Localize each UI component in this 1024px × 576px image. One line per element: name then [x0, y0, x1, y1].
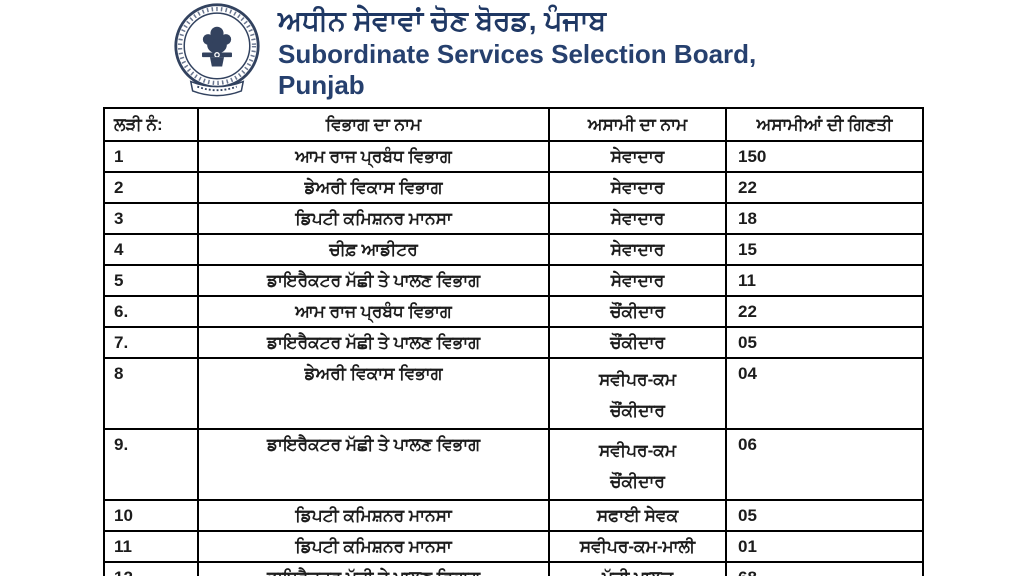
serial-cell: 11 — [103, 530, 199, 563]
post-cell: ਸੇਵਾਦਾਰ — [548, 202, 727, 235]
count-cell: 150 — [725, 140, 924, 173]
department-cell: ਡਾਇਰੈਕਟਰ ਮੱਛੀ ਤੇ ਪਾਲਣ ਵਿਭਾਗ — [197, 326, 550, 359]
department-cell: ਡਿਪਟੀ ਕਮਿਸ਼ਨਰ ਮਾਨਸਾ — [197, 530, 550, 563]
serial-cell: 9. — [103, 428, 199, 501]
department-cell: ਆਮ ਰਾਜ ਪ੍ਰਬੰਧ ਵਿਭਾਗ — [197, 295, 550, 328]
board-title-punjabi: ਅਧੀਨ ਸੇਵਾਵਾਂ ਚੋਣ ਬੋਰਡ, ਪੰਜਾਬ — [278, 5, 607, 36]
table-row: 1 ਆਮ ਰਾਜ ਪ੍ਰਬੰਧ ਵਿਭਾਗ ਸੇਵਾਦਾਰ 150 — [103, 140, 924, 173]
table-row: 6. ਆਮ ਰਾਜ ਪ੍ਰਬੰਧ ਵਿਭਾਗ ਚੌਂਕੀਦਾਰ 22 — [103, 295, 924, 328]
column-header-department: ਵਿਭਾਗ ਦਾ ਨਾਮ — [197, 107, 550, 142]
post-cell: ਸੇਵਾਦਾਰ — [548, 171, 727, 204]
serial-cell: 1 — [103, 140, 199, 173]
column-header-count: ਅਸਾਮੀਆਂ ਦੀ ਗਿਣਤੀ — [725, 107, 924, 142]
table-header-row: ਲੜੀ ਨੰ: ਵਿਭਾਗ ਦਾ ਨਾਮ ਅਸਾਮੀ ਦਾ ਨਾਮ ਅਸਾਮੀਆ… — [103, 107, 924, 142]
count-cell: 05 — [725, 499, 924, 532]
department-cell: ਚੀਫ਼ ਆਡੀਟਰ — [197, 233, 550, 266]
post-cell: ਮੱਛੀ ਪਾਲਕ — [548, 561, 727, 576]
table-row: 9. ਡਾਇਰੈਕਟਰ ਮੱਛੀ ਤੇ ਪਾਲਣ ਵਿਭਾਗ ਸਵੀਪਰ-ਕਮ … — [103, 428, 924, 501]
department-cell: ਆਮ ਰਾਜ ਪ੍ਰਬੰਧ ਵਿਭਾਗ — [197, 140, 550, 173]
post-cell: ਸਵੀਪਰ-ਕਮ-ਮਾਲੀ — [548, 530, 727, 563]
count-cell: 11 — [725, 264, 924, 297]
count-cell: 04 — [725, 357, 924, 430]
department-cell: ਡਿਪਟੀ ਕਮਿਸ਼ਨਰ ਮਾਨਸਾ — [197, 499, 550, 532]
post-cell: ਸਫਾਈ ਸੇਵਕ — [548, 499, 727, 532]
table-row: 5 ਡਾਇਰੈਕਟਰ ਮੱਛੀ ਤੇ ਪਾਲਣ ਵਿਭਾਗ ਸੇਵਾਦਾਰ 11 — [103, 264, 924, 297]
post-cell: ਚੌਂਕੀਦਾਰ — [548, 295, 727, 328]
post-cell: ਚੌਂਕੀਦਾਰ — [548, 326, 727, 359]
count-cell: 05 — [725, 326, 924, 359]
serial-cell: 8 — [103, 357, 199, 430]
department-cell: ਡਾਇਰੈਕਟਰ ਮੱਛੀ ਤੇ ਪਾਲਣ ਵਿਭਾਗ — [197, 428, 550, 501]
count-cell: 22 — [725, 295, 924, 328]
table-row: 2 ਡੇਅਰੀ ਵਿਕਾਸ ਵਿਭਾਗ ਸੇਵਾਦਾਰ 22 — [103, 171, 924, 204]
serial-cell: 4 — [103, 233, 199, 266]
table-row: 12 ਡਾਇਰੈਕਟਰ ਮੱਛੀ ਤੇ ਪਾਲਣ ਵਿਭਾਗ ਮੱਛੀ ਪਾਲਕ… — [103, 561, 924, 576]
column-header-serial: ਲੜੀ ਨੰ: — [103, 107, 199, 142]
post-cell: ਸੇਵਾਦਾਰ — [548, 140, 727, 173]
department-cell: ਡਾਇਰੈਕਟਰ ਮੱਛੀ ਤੇ ਪਾਲਣ ਵਿਭਾਗ — [197, 264, 550, 297]
post-cell: ਸਵੀਪਰ-ਕਮ ਚੌਂਕੀਦਾਰ — [548, 357, 727, 430]
table-row: 10 ਡਿਪਟੀ ਕਮਿਸ਼ਨਰ ਮਾਨਸਾ ਸਫਾਈ ਸੇਵਕ 05 — [103, 499, 924, 532]
post-cell: ਸੇਵਾਦਾਰ — [548, 264, 727, 297]
serial-cell: 7. — [103, 326, 199, 359]
table-row: 3 ਡਿਪਟੀ ਕਮਿਸ਼ਨਰ ਮਾਨਸਾ ਸੇਵਾਦਾਰ 18 — [103, 202, 924, 235]
serial-cell: 12 — [103, 561, 199, 576]
document-header: ਅਧੀਨ ਸੇਵਾਵਾਂ ਚੋਣ ਬੋਰਡ, ਪੰਜਾਬ Subordinate… — [167, 1, 756, 104]
count-cell: 68 — [725, 561, 924, 576]
post-cell: ਸਵੀਪਰ-ਕਮ ਚੌਂਕੀਦਾਰ — [548, 428, 727, 501]
serial-cell: 3 — [103, 202, 199, 235]
table-row: 7. ਡਾਇਰੈਕਟਰ ਮੱਛੀ ਤੇ ਪਾਲਣ ਵਿਭਾਗ ਚੌਂਕੀਦਾਰ … — [103, 326, 924, 359]
serial-cell: 2 — [103, 171, 199, 204]
count-cell: 06 — [725, 428, 924, 501]
count-cell: 22 — [725, 171, 924, 204]
vacancy-table: ਲੜੀ ਨੰ: ਵਿਭਾਗ ਦਾ ਨਾਮ ਅਸਾਮੀ ਦਾ ਨਾਮ ਅਸਾਮੀਆ… — [103, 107, 924, 576]
column-header-post: ਅਸਾਮੀ ਦਾ ਨਾਮ — [548, 107, 727, 142]
table-row: 4 ਚੀਫ਼ ਆਡੀਟਰ ਸੇਵਾਦਾਰ 15 — [103, 233, 924, 266]
count-cell: 01 — [725, 530, 924, 563]
serial-cell: 10 — [103, 499, 199, 532]
serial-cell: 5 — [103, 264, 199, 297]
title-stack: ਅਧੀਨ ਸੇਵਾਵਾਂ ਚੋਣ ਬੋਰਡ, ਪੰਜਾਬ Subordinate… — [278, 1, 756, 101]
table-row: 8 ਡੇਅਰੀ ਵਿਕਾਸ ਵਿਭਾਗ ਸਵੀਪਰ-ਕਮ ਚੌਂਕੀਦਾਰ 04 — [103, 357, 924, 430]
department-cell: ਡਾਇਰੈਕਟਰ ਮੱਛੀ ਤੇ ਪਾਲਣ ਵਿਭਾਗ — [197, 561, 550, 576]
table-row: 11 ਡਿਪਟੀ ਕਮਿਸ਼ਨਰ ਮਾਨਸਾ ਸਵੀਪਰ-ਕਮ-ਮਾਲੀ 01 — [103, 530, 924, 563]
count-cell: 15 — [725, 233, 924, 266]
department-cell: ਡਿਪਟੀ ਕਮਿਸ਼ਨਰ ਮਾਨਸਾ — [197, 202, 550, 235]
post-cell: ਸੇਵਾਦਾਰ — [548, 233, 727, 266]
board-title-english-line2: Punjab — [278, 70, 365, 100]
department-cell: ਡੇਅਰੀ ਵਿਕਾਸ ਵਿਭਾਗ — [197, 357, 550, 430]
serial-cell: 6. — [103, 295, 199, 328]
ashoka-lion-capital-seal-icon — [167, 1, 267, 104]
department-cell: ਡੇਅਰੀ ਵਿਕਾਸ ਵਿਭਾਗ — [197, 171, 550, 204]
count-cell: 18 — [725, 202, 924, 235]
board-title-english-line1: Subordinate Services Selection Board, — [278, 39, 757, 69]
